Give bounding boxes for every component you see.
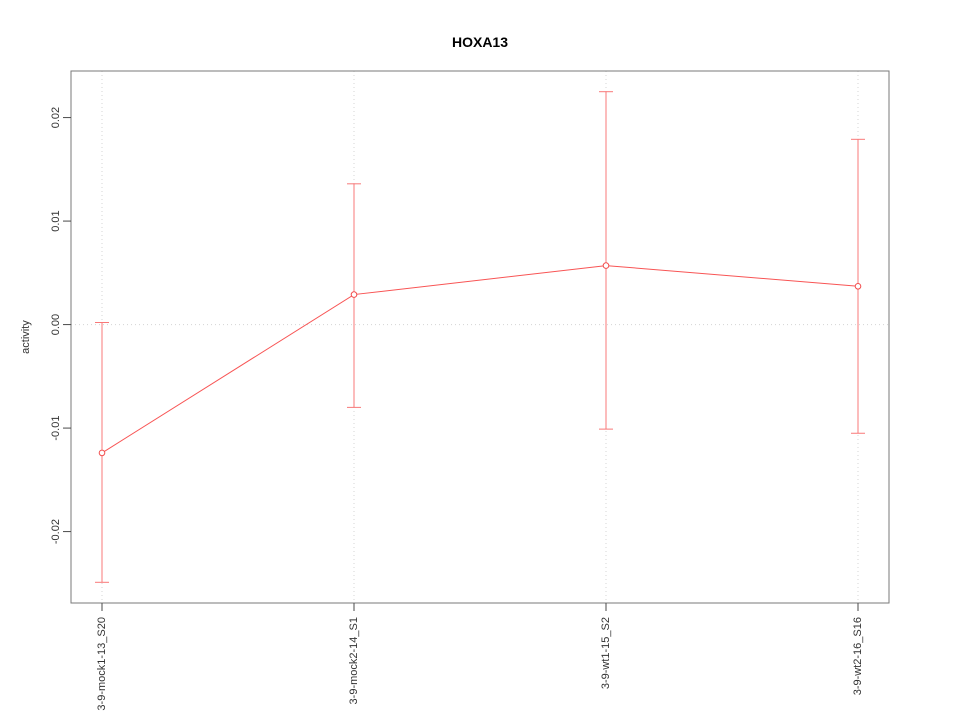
x-tick-label: 3-9-mock2-14_S1 xyxy=(348,617,360,704)
y-tick-label: -0.01 xyxy=(50,416,62,441)
data-point-marker xyxy=(350,291,358,298)
x-tick-label: 3-9-wt2-16_S16 xyxy=(852,617,864,695)
x-tick-label: 3-9-wt1-15_S2 xyxy=(600,617,612,689)
data-point-marker xyxy=(854,282,862,290)
y-tick-label: 0.02 xyxy=(50,107,62,128)
plot-area: -0.02 -0.01 0.00 0.01 0.02 3-9-mock1-13_S20 3-… xyxy=(50,70,890,711)
y-tick-label: 0.00 xyxy=(50,314,62,335)
y-axis-label: activity xyxy=(20,320,32,354)
y-tick-label: -0.02 xyxy=(50,519,62,544)
x-tick-label: 3-9-mock1-13_S20 xyxy=(96,617,108,711)
plot-box xyxy=(70,70,890,604)
data-point-marker xyxy=(602,262,610,269)
series-line xyxy=(101,265,859,454)
chart-title: HOXA13 xyxy=(452,34,508,50)
y-tick-label: 0.01 xyxy=(50,210,62,231)
data-point-marker xyxy=(98,449,106,457)
